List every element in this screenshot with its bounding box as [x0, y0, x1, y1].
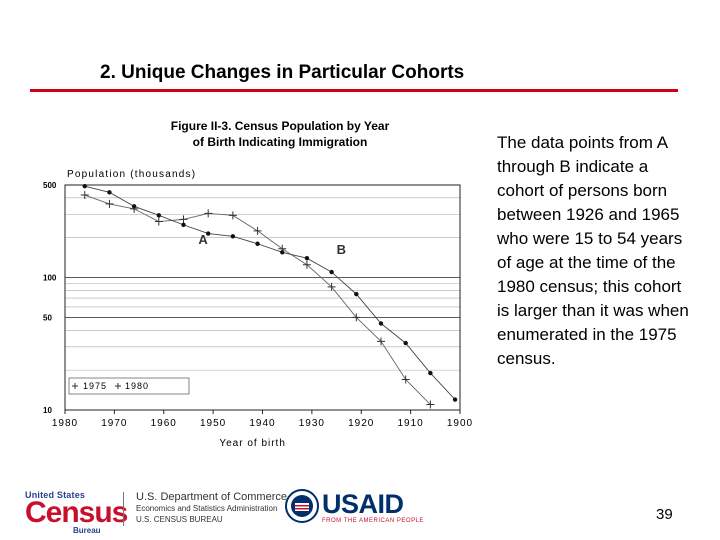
annotation-A: A	[198, 232, 208, 247]
figure-title: Figure II-3. Census Population by Year o…	[140, 118, 420, 150]
census-logo-main: Census	[25, 496, 128, 529]
point-1975	[377, 337, 385, 346]
dept-line2: Economics and Statistics Administration	[136, 504, 278, 513]
point-1980	[280, 250, 285, 255]
y-tick-label: 100	[43, 274, 57, 283]
x-tick-label: 1970	[101, 418, 127, 429]
figure-title-line2: of Birth Indicating Immigration	[192, 135, 368, 149]
x-tick-label: 1900	[447, 418, 473, 429]
point-1975	[253, 226, 262, 235]
x-tick-label: 1980	[52, 418, 78, 429]
point-1975	[105, 199, 114, 208]
series-line-1975	[84, 194, 431, 405]
point-1980	[82, 183, 87, 189]
description-text: The data points from A through B indicat…	[497, 133, 689, 368]
point-1975	[327, 282, 336, 291]
point-1975	[154, 217, 163, 226]
legend-box	[68, 377, 190, 395]
plot-frame	[64, 184, 461, 411]
point-1975	[426, 400, 435, 409]
x-tick-label: 1940	[249, 418, 275, 429]
population-chart: 10 50 100 500 1980 1970 1960 1950 1940 1930 1920 19…	[43, 169, 473, 449]
point-1980	[205, 231, 211, 236]
legend-label-1980: 1980	[125, 381, 149, 391]
annotation-B: B	[337, 242, 346, 257]
legend-marker-1980	[115, 383, 121, 389]
x-tick-label: 1920	[348, 418, 374, 429]
legend-label-1975: 1975	[83, 381, 107, 391]
point-1980	[378, 321, 384, 326]
usaid-logo-sub: FROM THE AMERICAN PEOPLE	[322, 518, 424, 524]
point-1975	[352, 313, 361, 322]
commerce-department-text: U.S. Department of Commerce Economics an…	[136, 492, 287, 525]
point-1975	[80, 191, 89, 200]
point-1975	[401, 375, 410, 384]
figure-title-line1: Figure II-3. Census Population by Year	[170, 119, 390, 133]
slide-title: 2. Unique Changes in Particular Cohorts	[100, 62, 465, 83]
point-1980	[107, 190, 112, 195]
point-1980	[428, 370, 433, 376]
point-1980	[255, 241, 260, 246]
x-tick-label: 1910	[398, 418, 424, 429]
y-tick-label: 50	[43, 313, 52, 322]
title-rule	[30, 89, 678, 92]
logo-divider	[123, 492, 124, 526]
legend-marker-1975	[72, 383, 78, 389]
census-bureau-logo: United States Census Bureau	[25, 490, 128, 535]
series-line-1980	[84, 185, 456, 400]
point-1975	[204, 209, 213, 218]
census-logo-top: United States	[25, 490, 86, 500]
point-1975	[179, 215, 188, 224]
point-1980	[181, 222, 186, 228]
point-1980	[329, 269, 334, 275]
usaid-logo-main: USAID	[322, 489, 404, 519]
dept-line1: U.S. Department of Commerce	[136, 491, 287, 503]
x-axis-label: Year of birth	[219, 438, 286, 449]
x-tick-label: 1960	[151, 418, 177, 429]
dept-line3: U.S. CENSUS BUREAU	[136, 515, 223, 524]
point-1980	[230, 234, 236, 239]
point-1980	[304, 256, 310, 261]
point-1980	[452, 397, 458, 402]
point-1980	[354, 291, 359, 297]
usaid-seal-icon	[285, 489, 319, 523]
point-1980	[131, 204, 137, 209]
page-number: 39	[656, 506, 673, 523]
y-axis-label: Population (thousands)	[67, 169, 196, 180]
point-1975	[228, 211, 237, 220]
x-tick-label: 1930	[299, 418, 325, 429]
y-tick-label: 10	[43, 406, 52, 415]
census-logo-sub: Bureau	[73, 526, 101, 535]
point-1980	[156, 213, 162, 218]
usaid-logo: USAID FROM THE AMERICAN PEOPLE	[322, 490, 424, 524]
point-1975	[302, 260, 311, 269]
point-1980	[403, 340, 408, 346]
x-tick-label: 1950	[200, 418, 226, 429]
y-tick-label: 500	[43, 181, 57, 190]
